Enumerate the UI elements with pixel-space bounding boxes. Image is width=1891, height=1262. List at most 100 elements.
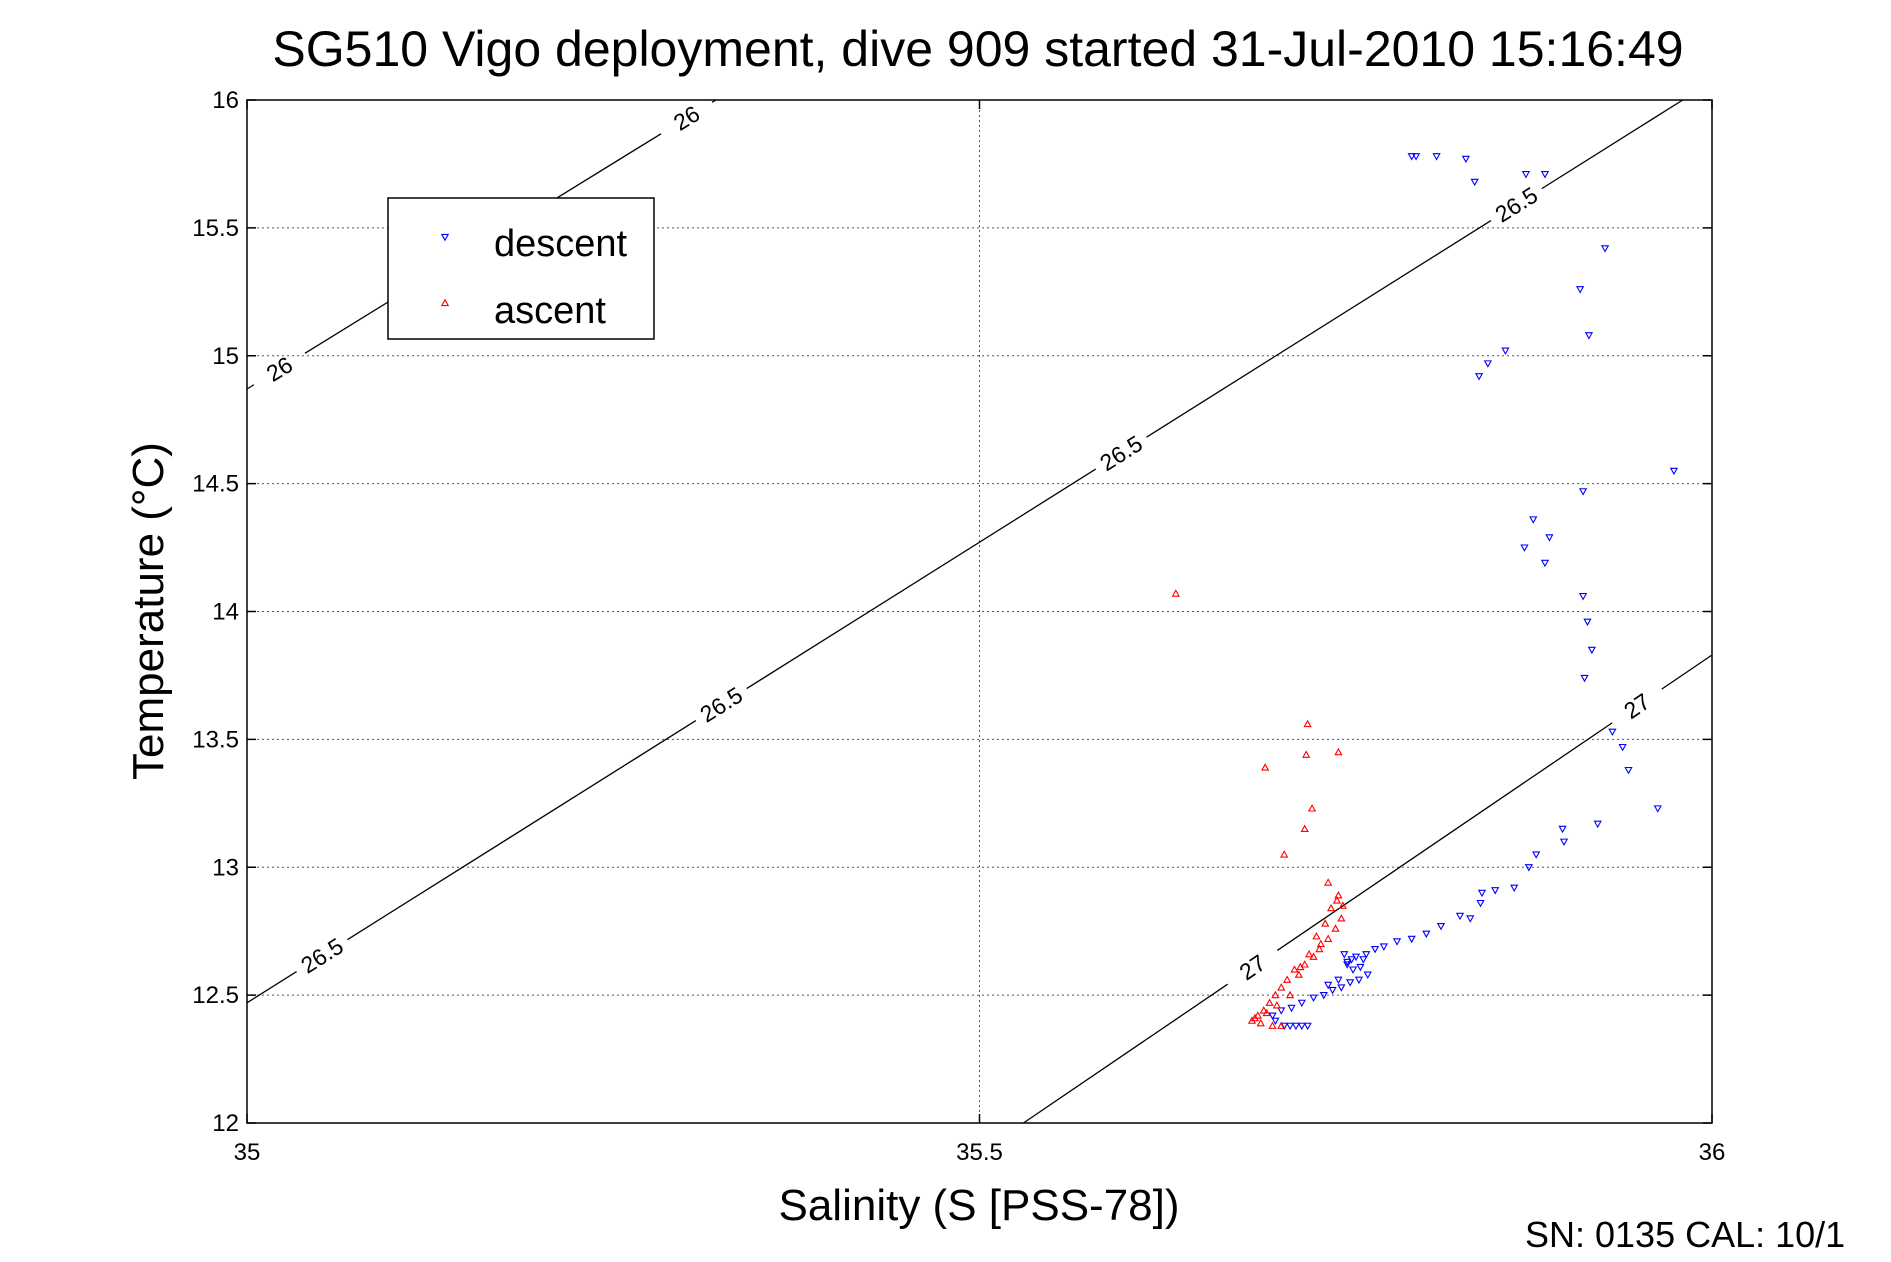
ascent-point <box>1277 983 1286 991</box>
ascent-point <box>1332 896 1342 904</box>
descent-point <box>1521 171 1531 179</box>
descent-point <box>1370 945 1380 954</box>
descent-point <box>1540 171 1550 179</box>
ascent-point <box>1315 944 1324 953</box>
footer-serial-calibration: SN: 0135 CAL: 10/1 <box>1525 1214 1845 1255</box>
descent-point <box>1529 516 1538 524</box>
descent-point <box>1483 360 1492 368</box>
descent-point <box>1354 976 1364 985</box>
descent-point <box>1587 646 1597 655</box>
grid-lines <box>247 100 1712 1123</box>
legend-triangle-up-icon <box>440 298 450 307</box>
descent-point <box>1328 986 1337 995</box>
ascent-point <box>1290 965 1299 973</box>
contour-line-segment <box>347 719 697 941</box>
descent-point <box>1291 1022 1301 1031</box>
descent-point <box>1363 971 1372 979</box>
ascent-point <box>1300 824 1309 832</box>
x-tick-label: 36 <box>1699 1139 1726 1166</box>
descent-point <box>1319 992 1328 1000</box>
descent-point <box>1583 618 1592 627</box>
ascent-point <box>1259 1006 1268 1014</box>
ascent-point <box>1296 962 1305 971</box>
y-axis-label: Temperature (°C) <box>124 442 173 780</box>
descent-point <box>1524 864 1534 872</box>
ascent-point <box>1337 914 1346 922</box>
ascent-point <box>1250 1013 1260 1022</box>
y-tick-label: 14.5 <box>192 471 239 498</box>
descent-point <box>1455 912 1465 921</box>
ascent-point <box>1331 924 1340 932</box>
descent-point <box>1578 593 1588 601</box>
descent-point <box>1618 743 1627 752</box>
legend-triangle-down-icon <box>440 233 450 242</box>
descent-point <box>1271 1017 1280 1026</box>
ascent-point <box>1171 589 1180 597</box>
ascent-point <box>1265 998 1274 1006</box>
ascent-point <box>1294 970 1304 978</box>
data-points <box>1171 153 1679 1031</box>
descent-point <box>1379 943 1388 951</box>
descent-point <box>1422 930 1431 939</box>
contour-line-segment <box>1023 983 1229 1124</box>
ascent-point <box>1303 719 1312 728</box>
descent-point <box>1356 963 1365 972</box>
ascent-point <box>1312 931 1321 940</box>
contour-line-segment <box>746 468 1097 690</box>
descent-point <box>1303 1022 1312 1031</box>
y-tick-label: 14 <box>212 599 239 626</box>
ascent-point <box>1277 1021 1286 1029</box>
ascent-point <box>1285 990 1295 999</box>
descent-point <box>1600 245 1610 253</box>
ascent-point <box>1321 919 1330 927</box>
y-tick-label: 13 <box>212 854 239 881</box>
legend-marker-ascent <box>440 298 450 307</box>
y-tick-label: 16 <box>212 87 239 114</box>
ascent-point <box>1300 960 1309 968</box>
descent-point <box>1608 728 1617 737</box>
descent-point <box>1287 1004 1296 1013</box>
contour-line-segment <box>246 971 297 1004</box>
contour-line-segment <box>246 384 255 390</box>
ascent-point <box>1338 901 1347 909</box>
descent-point <box>1593 820 1602 829</box>
ascent-point <box>1307 804 1317 812</box>
descent-point <box>1268 1012 1277 1020</box>
ascent-point <box>1261 763 1270 771</box>
descent-point <box>1347 956 1356 964</box>
descent-point <box>1491 887 1500 895</box>
ascent-point <box>1316 939 1325 948</box>
x-tick-label: 35.5 <box>956 1139 1003 1166</box>
descent-point <box>1346 979 1355 987</box>
x-axis-label: Salinity (S [PSS-78]) <box>778 1181 1179 1230</box>
descent-point <box>1285 1022 1295 1031</box>
legend-label-descent: descent <box>494 223 628 265</box>
descent-point <box>1545 534 1554 542</box>
descent-point <box>1559 838 1569 847</box>
ascent-point <box>1253 1011 1262 1019</box>
descent-point <box>1362 951 1371 959</box>
descent-point <box>1432 153 1441 161</box>
descent-point <box>1520 544 1529 552</box>
descent-point <box>1348 966 1358 974</box>
y-tick-label: 12.5 <box>192 982 239 1009</box>
y-tick-label: 13.5 <box>192 726 239 753</box>
ascent-point <box>1334 891 1343 899</box>
ascent-point <box>1262 1008 1271 1017</box>
contour-line-segment <box>1541 99 1684 190</box>
descent-point <box>1411 153 1421 161</box>
descent-point <box>1532 851 1541 859</box>
descent-point <box>1337 984 1346 992</box>
axis-ticks: 12 12.5 13 13.5 14 14.5 15 15.5 16 35 35.5 36 <box>192 87 1725 1166</box>
descent-point <box>1297 1022 1306 1031</box>
descent-point <box>1461 155 1471 164</box>
contour-line-segment <box>1276 722 1613 951</box>
ascent-point <box>1302 750 1311 758</box>
descent-point <box>1624 766 1633 775</box>
descent-point <box>1466 915 1475 923</box>
ascent-point <box>1326 903 1336 912</box>
y-tick-label: 15 <box>212 343 239 370</box>
legend-box <box>387 197 655 340</box>
ascent-point <box>1324 934 1333 942</box>
